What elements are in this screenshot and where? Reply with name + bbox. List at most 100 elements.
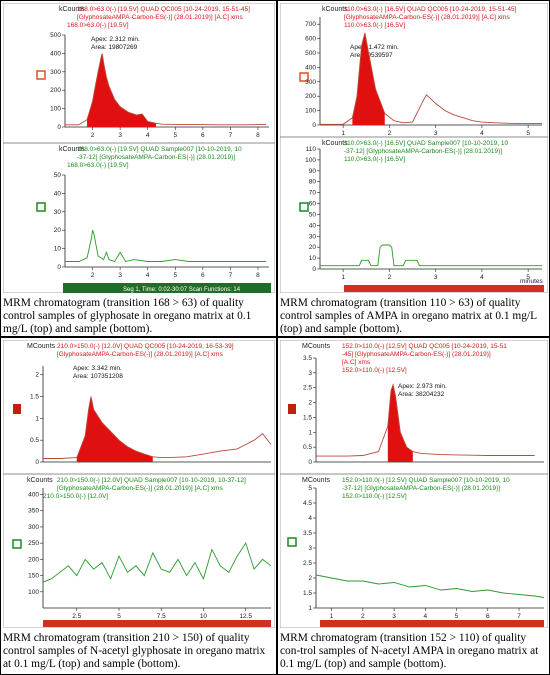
x-tick-label: 4 xyxy=(424,613,428,620)
peak-fill xyxy=(352,32,385,126)
header-line-2: -37-12] [GlyphosateAMPA-Carbon-ES(-)] (2… xyxy=(77,154,235,161)
y-tick-label: 10 xyxy=(309,255,317,262)
y-tick-label: 100 xyxy=(305,157,316,164)
y-tick-label: 2 xyxy=(308,400,312,407)
x-tick-label: 1 xyxy=(341,274,345,281)
y-tick-label: 30 xyxy=(309,233,317,240)
y-tick-label: 50 xyxy=(54,172,62,179)
time-bar xyxy=(43,620,271,627)
y-tick-label: 1.5 xyxy=(303,590,312,597)
series-line xyxy=(65,53,267,126)
plot-ampa-qc: 0 100 200 300 400 500 600 700 1 2 3 4 5 xyxy=(305,17,542,137)
header-line-1: 110.0>63.0(-) [16.5V] QUAD QC005 [10-24-… xyxy=(344,6,517,13)
caption-n-acetyl-ampa: MRM chromatogram (transition 152 > 110) … xyxy=(280,632,539,671)
panel-ampa: kCounts 110.0>63.0(-) [16.5V] QUAD QC005… xyxy=(277,0,550,337)
y-tick-label: 300 xyxy=(50,69,61,76)
chart-n-acetyl-ampa: MCounts 152.0>110.0(-) [12.5V] QUAD QC00… xyxy=(280,340,548,628)
apex-annotation: Apex: 2.973 min. xyxy=(398,383,447,390)
x-tick-label: 4 xyxy=(480,130,484,137)
x-tick-label: 10 xyxy=(200,613,208,620)
y-tick-label: 2 xyxy=(35,372,39,379)
x-tick-label: 4 xyxy=(146,132,150,139)
y-tick-label: 400 xyxy=(305,64,316,71)
y-tick-label: 2.5 xyxy=(303,560,312,567)
y-tick-label: 4 xyxy=(308,515,312,522)
y-tick-label: 0 xyxy=(35,459,39,466)
y-tick-label: 80 xyxy=(309,179,317,186)
header-line-2: -45] [GlyphosateAMPA-Carbon-ES(-)] (28.0… xyxy=(342,351,491,358)
header-line-3: [A.C] xms xyxy=(342,359,371,366)
x-tick-label: 2 xyxy=(91,272,95,279)
x-tick-label: 3 xyxy=(118,272,122,279)
chart-n-acetyl-glyphosate: MCounts 210.0>150.0(-) [12.0V] QUAD QC00… xyxy=(3,340,275,628)
y-tick-label: 50 xyxy=(309,211,317,218)
series-line xyxy=(315,574,545,598)
x-unit: minutes xyxy=(520,278,544,285)
header-line-3: 168.0>63.0(-) [19.5V] xyxy=(67,162,129,169)
y-tick-label: 90 xyxy=(309,168,317,175)
x-tick-label: 1 xyxy=(341,130,345,137)
y-tick-label: 100 xyxy=(305,108,316,115)
y-tick-label: 20 xyxy=(54,227,62,234)
y-tick-label: 5 xyxy=(308,485,312,492)
y-tick-label: 0 xyxy=(57,124,61,131)
side-marker-icon xyxy=(287,537,297,547)
y-tick-label: 350 xyxy=(28,508,39,515)
side-marker-icon xyxy=(13,404,21,414)
header-line-3: 152.0>110.0(-) [12.5V] xyxy=(342,493,407,500)
header-line-2: -37-12] [GlyphosateAMPA-Carbon-ES(-)] (2… xyxy=(344,148,502,155)
x-tick-label: 2.5 xyxy=(72,613,81,620)
y-unit-top: MCounts xyxy=(302,343,331,350)
y-tick-label: 1 xyxy=(35,415,39,422)
x-tick-label: 2 xyxy=(388,274,392,281)
x-tick-label: 4 xyxy=(480,274,484,281)
y-tick-label: 60 xyxy=(309,201,317,208)
plot-glyphosate-sample: 0 10 20 30 40 50 2 3 4 5 6 7 8 xyxy=(54,172,269,279)
status-bar-text: Seg 1, Time: 0:02-30:07 Scan Functions: … xyxy=(123,287,241,293)
series-line xyxy=(316,383,535,457)
chart-glyphosate: kCounts 168.0>63.0(-) [19.5V] QUAD QC005… xyxy=(3,3,275,293)
x-tick-label: 5 xyxy=(455,613,459,620)
y-tick-label: 200 xyxy=(50,87,61,94)
x-tick-label: 7.5 xyxy=(157,613,166,620)
header-line-1: 168.0>63.0(-) [19.5V] QUAD Sample007 [10… xyxy=(77,146,242,153)
x-tick-label: 6 xyxy=(201,272,205,279)
series-line xyxy=(65,230,267,263)
header-line-3: 110.0>63.0(-) [16.5V] xyxy=(344,22,405,29)
plot-n-acetyl-ampa-qc: 0 0.5 1 1.5 2 2.5 3 3.5 xyxy=(303,355,544,466)
y-tick-label: 0 xyxy=(312,122,316,129)
chart-ampa: kCounts 110.0>63.0(-) [16.5V] QUAD QC005… xyxy=(280,3,548,293)
x-tick-label: 2 xyxy=(361,613,365,620)
header-line-2: [GlyphosateAMPA-Carbon-ES(-)] (28.01.201… xyxy=(77,14,243,21)
header-line-2: -37-12] [GlyphosateAMPA-Carbon-ES(-)] (2… xyxy=(342,485,500,492)
plot-n-acetyl-glyphosate-sample: 100 150 200 250 300 350 400 2.5 5 7.5 10 12.5 xyxy=(28,488,272,620)
y-unit-bottom: kCounts xyxy=(27,477,53,484)
y-tick-label: 1 xyxy=(308,429,312,436)
x-tick-label: 1 xyxy=(330,613,334,620)
y-tick-label: 0 xyxy=(308,459,312,466)
y-tick-label: 0.5 xyxy=(30,437,39,444)
side-marker-icon xyxy=(288,404,296,414)
y-tick-label: 1 xyxy=(308,605,312,612)
y-tick-label: 250 xyxy=(28,540,39,547)
y-tick-label: 400 xyxy=(50,50,61,57)
plot-n-acetyl-ampa-sample: 1 1.5 2 2.5 3 3.5 4 4.5 5 1 2 3 4 5 6 7 xyxy=(303,485,545,620)
status-bar xyxy=(63,283,271,293)
panel-n-acetyl-glyphosate: MCounts 210.0>150.0(-) [12.0V] QUAD QC00… xyxy=(0,337,277,675)
plot-glyphosate-qc: 0 100 200 300 400 500 2 3 4 5 6 7 8 xyxy=(50,32,269,139)
header-line-1: 152.0>110.0(-) [12.5V] QUAD Sample007 [1… xyxy=(342,477,510,484)
y-tick-label: 4.5 xyxy=(303,500,312,507)
apex-annotation: Apex: 1.472 min. xyxy=(350,44,399,51)
series-line xyxy=(320,244,542,267)
y-tick-label: 40 xyxy=(309,222,317,229)
x-tick-label: 5 xyxy=(117,613,121,620)
peak-fill xyxy=(387,384,413,462)
side-marker-icon xyxy=(36,202,46,212)
apex-annotation: Apex: 3.342 min. xyxy=(73,365,122,372)
apex-annotation: Apex: 2.312 min. xyxy=(91,36,140,43)
x-tick-label: 8 xyxy=(256,132,260,139)
y-tick-label: 20 xyxy=(309,244,317,251)
caption-ampa: MRM chromatogram (transition 110 > 63) o… xyxy=(280,297,537,336)
y-tick-label: 100 xyxy=(50,106,61,113)
